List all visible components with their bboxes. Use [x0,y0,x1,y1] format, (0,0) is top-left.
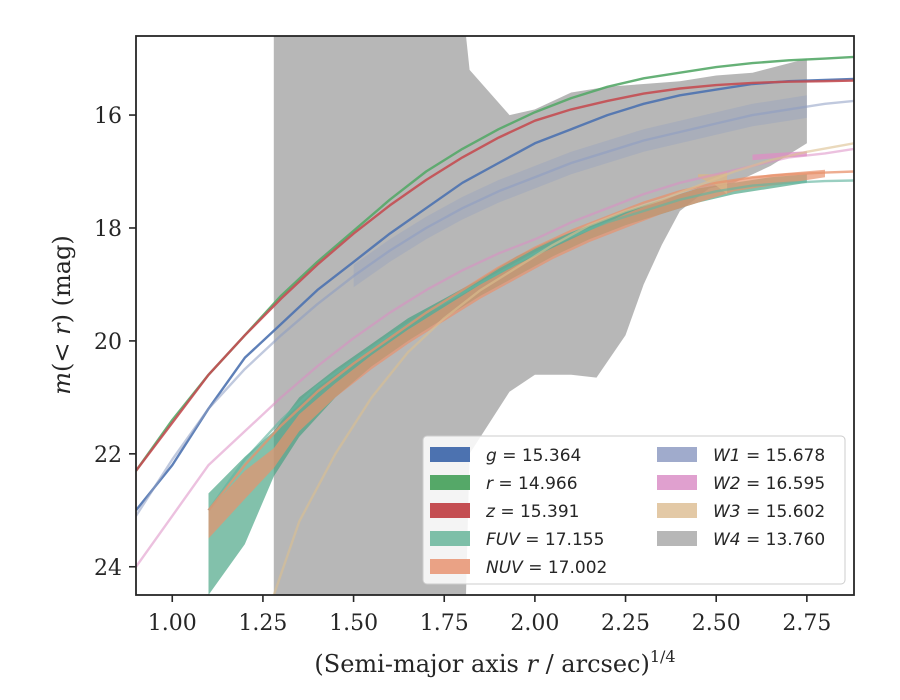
series-line-w3 [272,142,854,595]
x-tick-label: 2.50 [692,611,741,636]
series-line-nuv [207,170,854,512]
y-tick-label: 18 [94,217,122,242]
legend-label-nuv: NUV = 17.002 [486,558,607,578]
y-tick-label: 24 [94,556,122,581]
y-tick-label: 16 [94,104,122,129]
y-tick-label: 22 [94,443,122,468]
legend-label-w3: W3 = 15.602 [713,502,825,522]
band-w3 [698,168,728,195]
x-tick-label: 2.25 [601,611,650,636]
legend-label-z: z = 15.391 [485,502,579,522]
legend-swatch-w2 [657,475,697,490]
legend-swatch-w1 [657,447,697,462]
legend-swatch-r [430,475,470,490]
plot-frame [135,35,855,596]
band-w2 [752,151,807,161]
legend-label-g: g = 15.364 [486,446,581,466]
series-line-g [136,77,854,512]
legend-label-w1: W1 = 15.678 [713,446,825,466]
series-line-w1 [136,99,854,517]
x-axis-label: (Semi-major axis r / arcsec)1/4 [314,647,675,678]
legend-frame [422,435,846,585]
band-w4 [273,36,807,595]
y-axis-label: m(< r) (mag) [48,235,76,395]
x-tick-label: 1.75 [420,611,469,636]
x-tick-label: 1.50 [329,611,378,636]
legend-swatch-w4 [657,531,697,546]
legend-label-fuv: FUV = 17.155 [486,530,604,550]
series-line-fuv [207,179,854,511]
y-tick-label: 20 [94,330,122,355]
legend-swatch-g [430,447,470,462]
x-tick-label: 2.00 [510,611,559,636]
x-tick-label: 1.00 [148,611,197,636]
legend-swatch-fuv [430,531,470,546]
legend-label-w2: W2 = 16.595 [713,474,825,494]
x-tick-label: 2.75 [782,611,831,636]
legend-swatch-z [430,503,470,518]
legend-label-w4: W4 = 13.760 [713,530,825,550]
legend: g = 15.364 r = 14.966 z = 15.391 FUV = 17.1… [422,435,846,585]
legend-swatch-nuv [430,559,470,574]
legend-label-r: r = 14.966 [486,474,578,494]
legend-swatch-w3 [657,503,697,518]
series-line-z [136,79,854,472]
x-tick-label: 1.25 [238,611,287,636]
